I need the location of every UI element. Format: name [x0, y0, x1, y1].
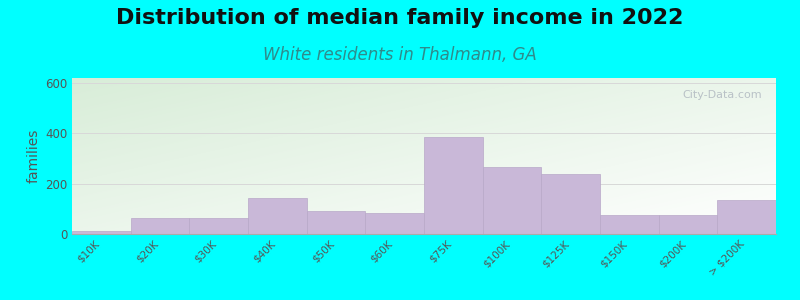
- Bar: [542, 174, 600, 234]
- Text: City-Data.com: City-Data.com: [682, 91, 762, 100]
- Text: Distribution of median family income in 2022: Distribution of median family income in …: [116, 8, 684, 28]
- Bar: [718, 200, 776, 234]
- Bar: [130, 218, 190, 234]
- Bar: [366, 213, 424, 234]
- Bar: [306, 212, 366, 234]
- Bar: [600, 215, 658, 234]
- Y-axis label: families: families: [26, 129, 41, 183]
- Bar: [72, 232, 130, 234]
- Text: White residents in Thalmann, GA: White residents in Thalmann, GA: [263, 46, 537, 64]
- Bar: [658, 215, 718, 234]
- Bar: [482, 167, 542, 234]
- Bar: [190, 218, 248, 234]
- Bar: [248, 197, 306, 234]
- Bar: [424, 137, 482, 234]
